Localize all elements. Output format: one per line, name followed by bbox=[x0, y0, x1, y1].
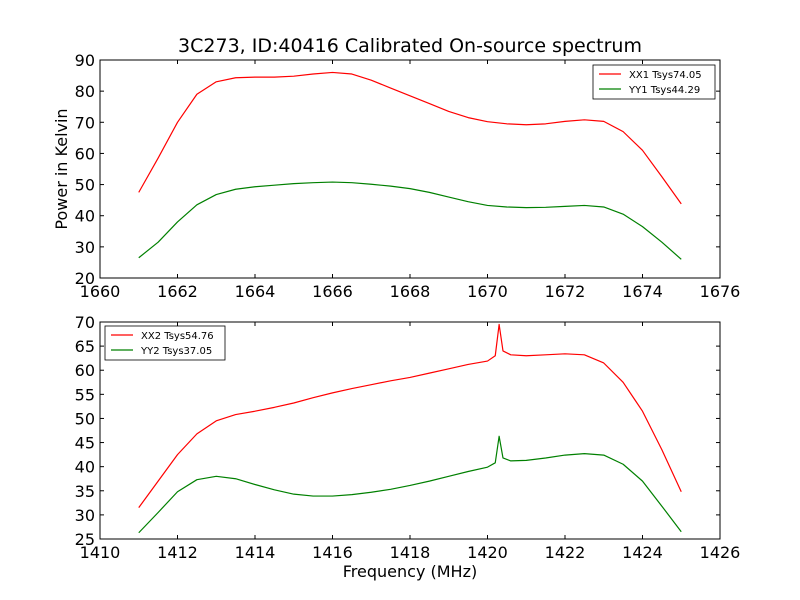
y-tick-label: 90 bbox=[75, 51, 95, 70]
y-tick-label: 45 bbox=[75, 434, 95, 453]
x-tick-label: 1664 bbox=[235, 282, 276, 301]
x-tick-label: 1674 bbox=[622, 282, 663, 301]
y-tick-label: 60 bbox=[75, 144, 95, 163]
y-tick-label: 25 bbox=[75, 530, 95, 549]
x-tick-label: 1662 bbox=[157, 282, 198, 301]
y-tick-label: 50 bbox=[75, 409, 95, 428]
y-tick-label: 60 bbox=[75, 361, 95, 380]
y-tick-label: 55 bbox=[75, 385, 95, 404]
x-tick-label: 1660 bbox=[80, 282, 121, 301]
series-line-1-2 bbox=[138, 181, 682, 260]
x-tick-label: 1670 bbox=[467, 282, 508, 301]
x-tick-label: 1426 bbox=[700, 543, 741, 562]
y-tick-label: 20 bbox=[75, 269, 95, 288]
x-tick-label: 1420 bbox=[467, 543, 508, 562]
x-tick-label: 1418 bbox=[390, 543, 431, 562]
legend-label: XX1 Tsys74.05 bbox=[629, 70, 702, 81]
x-tick-label: 1668 bbox=[390, 282, 431, 301]
chart-title: 3C273, ID:40416 Calibrated On-source spe… bbox=[178, 35, 642, 57]
y-tick-label: 30 bbox=[75, 506, 95, 525]
x-tick-label: 1676 bbox=[700, 282, 741, 301]
x-tick-label: 1672 bbox=[545, 282, 586, 301]
series-line-2-1 bbox=[138, 323, 682, 509]
series-line-1-1 bbox=[138, 71, 682, 205]
x-tick-label: 1414 bbox=[235, 543, 276, 562]
y-tick-label: 50 bbox=[75, 176, 95, 195]
bottom-spectrum-panel: 1410 1412 1414 1416 1418 1420 1422 1424 1426 25 30… bbox=[75, 313, 741, 562]
y-tick-label: 35 bbox=[75, 482, 95, 501]
x-tick-label: 1410 bbox=[80, 543, 121, 562]
x-tick-label: 1666 bbox=[312, 282, 353, 301]
x-tick-label: 1412 bbox=[157, 543, 198, 562]
y-tick-label: 40 bbox=[75, 207, 95, 226]
legend-label: YY1 Tsys44.29 bbox=[628, 85, 700, 96]
legend-box bbox=[104, 325, 226, 361]
y-tick-label: 70 bbox=[75, 113, 95, 132]
x-tick-label: 1424 bbox=[622, 543, 663, 562]
y-tick-label: 30 bbox=[75, 238, 95, 257]
x-axis-label: Frequency (MHz) bbox=[343, 562, 477, 581]
top-spectrum-panel: 1660 1662 1664 1666 1668 1670 1672 1674 1676 20 30… bbox=[75, 51, 741, 301]
x-tick-label: 1422 bbox=[545, 543, 586, 562]
y-tick-label: 80 bbox=[75, 82, 95, 101]
legend-label: YY2 Tsys37.05 bbox=[140, 346, 212, 357]
legend-label: XX2 Tsys54.76 bbox=[141, 331, 214, 342]
y-axis-label: Power in Kelvin bbox=[52, 108, 71, 229]
y-tick-label: 65 bbox=[75, 337, 95, 356]
legend-box bbox=[592, 64, 716, 100]
y-tick-label: 40 bbox=[75, 458, 95, 477]
series-line-2-2 bbox=[138, 435, 682, 534]
x-tick-label: 1416 bbox=[312, 543, 353, 562]
legend: XX2 Tsys54.76 YY2 Tsys37.05 bbox=[104, 325, 226, 361]
legend: XX1 Tsys74.05 YY1 Tsys44.29 bbox=[592, 64, 716, 100]
y-tick-label: 70 bbox=[75, 313, 95, 332]
